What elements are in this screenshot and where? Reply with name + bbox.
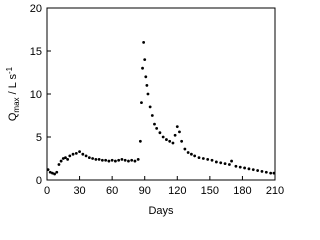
data-point [84, 154, 88, 158]
data-point [243, 166, 247, 170]
data-point [264, 170, 268, 174]
data-point [201, 157, 205, 160]
data-point [144, 75, 148, 79]
data-point [210, 158, 214, 162]
data-point [180, 139, 184, 143]
data-point [74, 151, 78, 155]
data-point [64, 156, 67, 160]
data-point [57, 163, 61, 166]
x-tick-label: 150 [201, 185, 219, 197]
data-point [269, 171, 273, 175]
data-point [238, 165, 242, 169]
data-point [178, 130, 181, 134]
y-tick-label: 0 [36, 175, 42, 187]
data-point [186, 151, 190, 154]
data-point [53, 172, 56, 176]
data-point [100, 158, 104, 162]
data-point [140, 101, 143, 104]
data-point [81, 152, 85, 156]
x-tick-label: 210 [266, 185, 284, 197]
data-point [141, 66, 144, 70]
data-point [183, 147, 187, 151]
data-point [171, 141, 175, 145]
data-point [153, 122, 156, 126]
data-point [260, 170, 264, 173]
data-point [145, 84, 149, 87]
data-point [142, 41, 146, 44]
data-point [110, 158, 114, 162]
data-point [59, 159, 63, 163]
data-point [78, 150, 81, 154]
x-tick-label: 120 [168, 185, 186, 197]
data-point [223, 162, 227, 166]
data-point [155, 126, 159, 130]
data-point [143, 58, 147, 61]
x-axis-label: Days [148, 205, 174, 217]
data-point [148, 105, 152, 109]
data-point [158, 131, 162, 135]
data-point [123, 158, 127, 162]
data-point [150, 114, 154, 117]
y-axis-label: Qmax / L s-1 [5, 66, 21, 121]
x-tick-label: 180 [233, 185, 251, 197]
data-point [120, 157, 124, 161]
data-point [71, 152, 75, 156]
chart: Days Qmax / L s-1 0 5 10 15 20 0 30 60 90 120 150 1… [5, 3, 284, 217]
data-point [91, 157, 94, 160]
data-point [138, 139, 142, 143]
x-tick-label: 0 [44, 185, 50, 197]
data-point [230, 159, 233, 163]
y-tick-label: 20 [30, 3, 42, 15]
x-tick-label: 60 [106, 185, 118, 197]
y-tick-label: 10 [30, 89, 42, 101]
data-point [127, 159, 130, 163]
data-point [175, 125, 179, 129]
data-point [136, 157, 140, 161]
data-point [247, 167, 251, 171]
data-point [168, 139, 172, 143]
data-point [51, 171, 54, 175]
data-point [272, 171, 276, 175]
y-label-rest: / L s [7, 74, 19, 98]
data-point [190, 152, 193, 156]
data-point [234, 164, 238, 168]
data-point [94, 157, 98, 161]
data-point [146, 92, 150, 96]
data-point [130, 158, 134, 162]
y-label-sup: -1 [5, 66, 14, 74]
y-tick-label: 15 [30, 46, 42, 58]
data-point [114, 159, 117, 163]
data-point [256, 169, 260, 172]
y-label-main: Q [7, 112, 19, 121]
x-tick-label: 30 [73, 185, 85, 197]
data-point [173, 133, 177, 137]
data-point [117, 158, 121, 162]
data-point [97, 157, 101, 161]
y-label-sub: max [12, 97, 21, 112]
data-point [251, 168, 255, 172]
data-point [107, 159, 111, 163]
data-point [55, 170, 59, 174]
data-point [104, 158, 108, 162]
data-point [68, 154, 72, 158]
data-point [61, 157, 65, 160]
plot-frame [46, 7, 276, 181]
data-point [228, 163, 231, 166]
data-point [197, 156, 201, 160]
x-tick-label: 90 [139, 185, 151, 197]
data-point [161, 135, 165, 139]
data-point [219, 161, 223, 165]
data-point [133, 159, 137, 163]
data-point [165, 138, 168, 141]
data-point [193, 154, 197, 158]
data-point [46, 168, 50, 172]
data-point [48, 170, 52, 174]
data-point [66, 157, 70, 161]
data-point [214, 160, 218, 164]
y-tick-label: 5 [36, 132, 42, 144]
data-point [87, 156, 91, 160]
data-point [206, 157, 210, 161]
